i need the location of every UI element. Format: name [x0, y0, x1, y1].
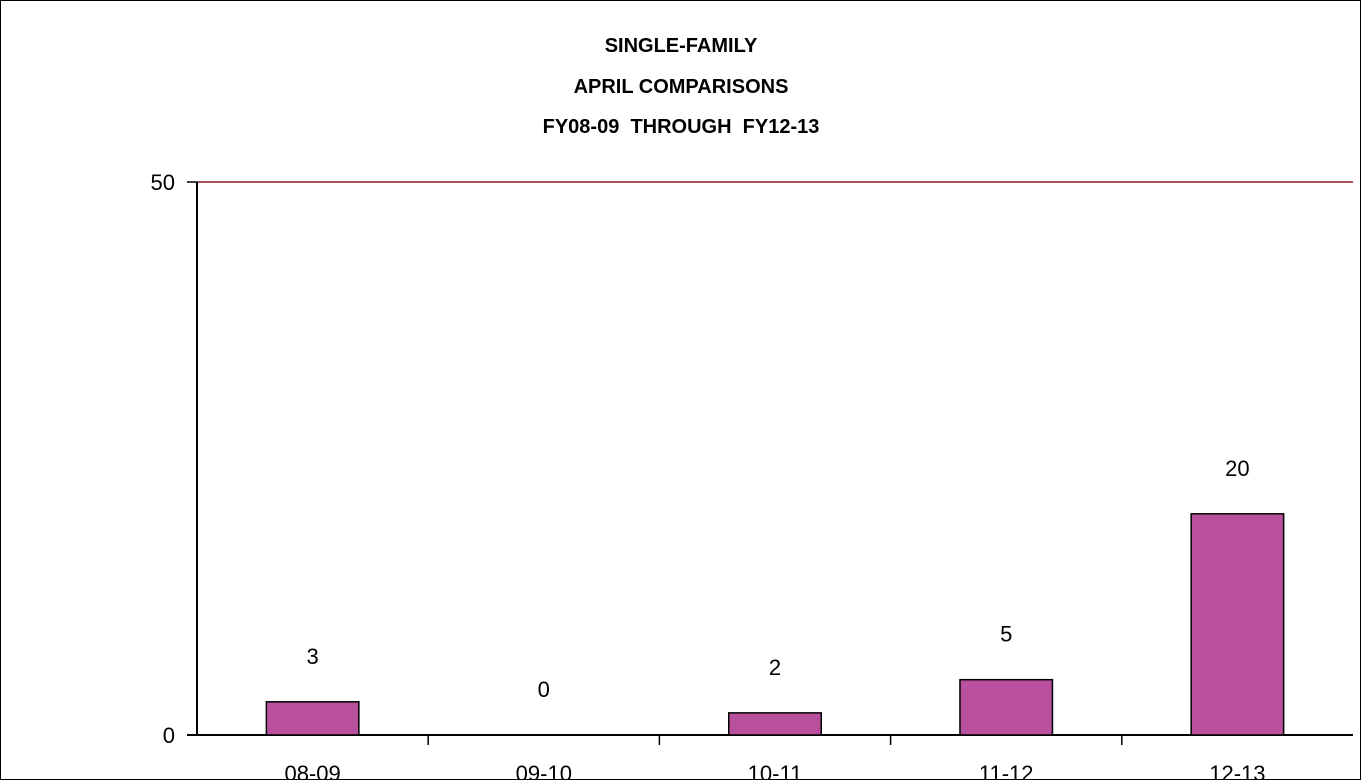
x-tick-label: 12-13	[1209, 761, 1265, 779]
x-tick-label: 10-11	[748, 761, 803, 779]
bar-08-09	[265, 701, 360, 736]
data-label: 20	[1225, 456, 1249, 481]
bar-12-13	[1190, 513, 1285, 736]
chart-data-labels: 3 0 2 5 20	[306, 456, 1249, 702]
chart-title-line: APRIL COMPARISONS	[574, 76, 789, 98]
chart-title-line: FY08-09 THROUGH FY12-13	[543, 116, 820, 138]
bar-10-11	[728, 712, 822, 736]
data-label: 0	[538, 677, 550, 702]
x-tick-label: 11-12	[979, 761, 1034, 779]
data-label: 5	[1000, 622, 1012, 647]
chart-title-line: SINGLE-FAMILY	[605, 35, 758, 57]
chart-title: SINGLE-FAMILY APRIL COMPARISONS FY08-09 TH…	[543, 35, 820, 138]
y-tick-label: 0	[163, 723, 175, 748]
data-label: 3	[306, 644, 318, 669]
y-tick-label: 50	[151, 170, 175, 195]
data-label: 2	[769, 655, 781, 680]
bar-11-12	[959, 678, 1054, 736]
chart-bars	[265, 513, 1285, 736]
x-tick-label: 08-09	[284, 761, 340, 779]
x-tick-label: 09-10	[516, 761, 572, 779]
